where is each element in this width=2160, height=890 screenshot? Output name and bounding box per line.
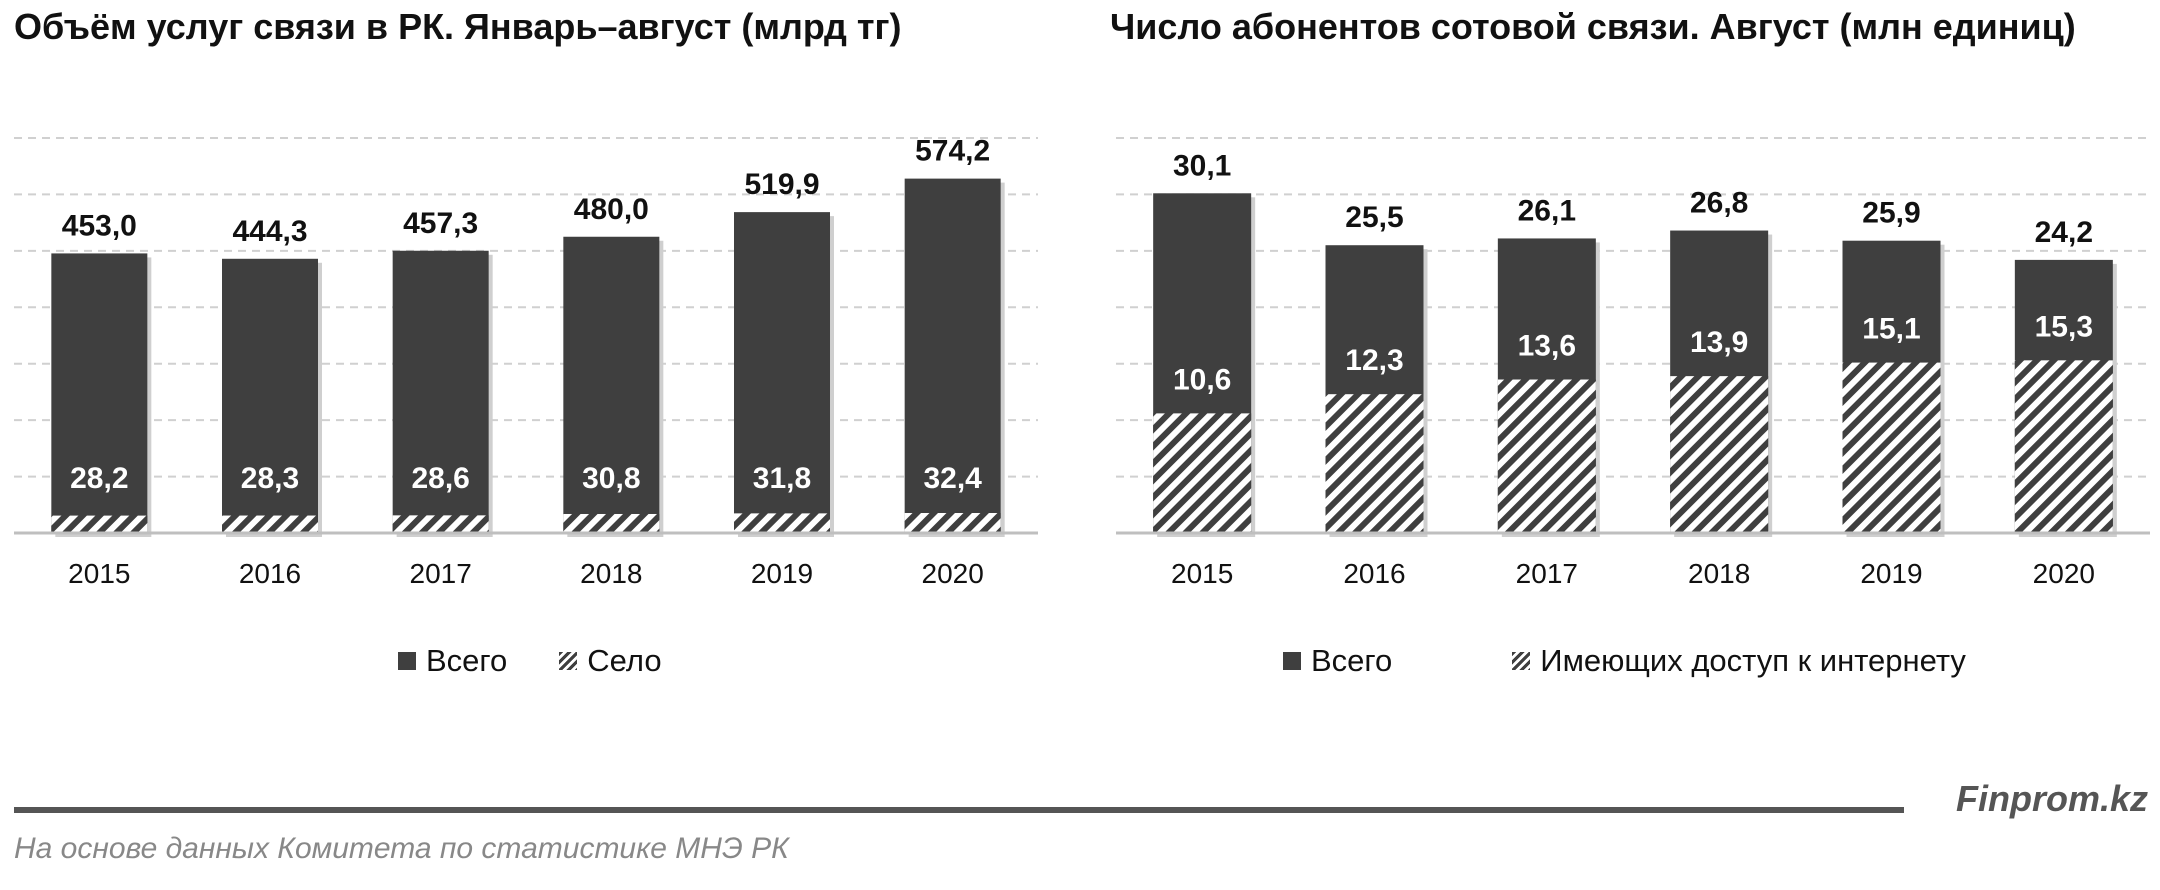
data-label-total: 30,1 xyxy=(1173,149,1231,182)
x-tick-label: 2017 xyxy=(410,558,472,589)
data-label-sub: 15,1 xyxy=(1862,313,1920,346)
legend-item-village: Село xyxy=(559,643,662,679)
data-label-sub: 28,2 xyxy=(70,462,128,495)
bar-total xyxy=(51,253,148,533)
legend-item-internet: Имеющих доступ к интернету xyxy=(1512,643,1966,679)
x-tick-label: 2016 xyxy=(239,558,301,589)
bar-sub-hatched xyxy=(1497,379,1596,533)
data-label-total: 519,9 xyxy=(744,168,819,201)
bar-sub-hatched xyxy=(222,515,318,533)
bar-sub-hatched xyxy=(1670,376,1769,533)
bar-total xyxy=(392,250,489,533)
x-tick-label: 2018 xyxy=(580,558,642,589)
legend-item-total: Всего xyxy=(1283,643,1392,679)
chart-title-communication-volume: Объём услуг связи в РК. Январь–август (м… xyxy=(14,6,902,47)
data-label-total: 25,5 xyxy=(1345,201,1403,234)
legend-right: Всего Имеющих доступ к интернету xyxy=(1283,643,1966,679)
legend-label-village: Село xyxy=(587,643,662,678)
x-tick-label: 2015 xyxy=(68,558,130,589)
data-label-total: 444,3 xyxy=(232,215,307,248)
data-label-total: 574,2 xyxy=(915,135,990,168)
legend-left: Всего Село xyxy=(398,643,662,679)
source-note: На основе данных Комитета по статистике … xyxy=(14,832,789,865)
bar-sub-hatched xyxy=(734,513,830,533)
bar-total xyxy=(563,236,660,533)
data-label-total: 453,0 xyxy=(62,209,137,242)
data-label-total: 26,1 xyxy=(1518,194,1576,227)
data-label-sub: 10,6 xyxy=(1173,363,1231,396)
data-label-total: 25,9 xyxy=(1862,197,1920,230)
data-label-sub: 31,8 xyxy=(753,462,811,495)
bar-sub-hatched xyxy=(2014,360,2113,533)
x-tick-label: 2020 xyxy=(922,558,984,589)
footer-divider xyxy=(14,807,1904,813)
data-label-sub: 12,3 xyxy=(1345,344,1403,377)
bar-total xyxy=(734,212,830,534)
data-label-sub: 30,8 xyxy=(582,462,640,495)
chart-title-cellular-subscribers: Число абонентов сотовой связи. Август (м… xyxy=(1110,6,2076,47)
legend-label-internet: Имеющих доступ к интернету xyxy=(1540,643,1966,678)
legend-swatch-hatched xyxy=(559,652,578,670)
data-label-sub: 15,3 xyxy=(2035,310,2093,343)
bar-total xyxy=(222,258,318,533)
legend-swatch-hatched xyxy=(1512,652,1531,670)
legend-label-total: Всего xyxy=(1311,643,1393,678)
data-label-total: 26,8 xyxy=(1690,187,1748,220)
bar-sub-hatched xyxy=(1153,413,1252,533)
legend-swatch-solid xyxy=(398,652,416,670)
data-label-total: 24,2 xyxy=(2035,216,2093,249)
bar-sub-hatched xyxy=(904,513,1001,533)
bar-sub-hatched xyxy=(1842,362,1941,533)
data-label-sub: 32,4 xyxy=(923,462,982,495)
x-tick-label: 2020 xyxy=(2033,558,2095,589)
data-label-total: 480,0 xyxy=(574,193,649,226)
x-tick-label: 2016 xyxy=(1343,558,1405,589)
legend-item-total: Всего xyxy=(398,643,507,679)
brand-logo-text: Finprom.kz xyxy=(1955,778,2148,819)
x-tick-label: 2019 xyxy=(1860,558,1922,589)
bar-sub-hatched xyxy=(1325,394,1424,533)
x-tick-label: 2018 xyxy=(1688,558,1750,589)
data-label-sub: 13,9 xyxy=(1690,326,1748,359)
chart-communication-volume: 453,0 28,2 2015 444,3 28,3 2016 457,3 28,6 2017 4… xyxy=(14,135,1038,589)
legend-label-total: Всего xyxy=(426,643,508,678)
chart-cellular-subscribers: 30,1 10,6 2015 25,5 12,3 2016 26,1 13,6 2017 26,8… xyxy=(1116,137,2150,589)
bar-sub-hatched xyxy=(392,515,489,533)
data-label-sub: 13,6 xyxy=(1518,330,1576,363)
x-tick-label: 2015 xyxy=(1171,558,1233,589)
data-label-sub: 28,6 xyxy=(411,462,469,495)
x-tick-label: 2017 xyxy=(1516,558,1578,589)
data-label-sub: 28,3 xyxy=(241,462,299,495)
bar-sub-hatched xyxy=(563,513,660,533)
bar-total xyxy=(904,178,1001,533)
bar-sub-hatched xyxy=(51,515,148,533)
data-label-total: 457,3 xyxy=(403,207,478,240)
x-tick-label: 2019 xyxy=(751,558,813,589)
legend-swatch-solid xyxy=(1283,652,1301,670)
